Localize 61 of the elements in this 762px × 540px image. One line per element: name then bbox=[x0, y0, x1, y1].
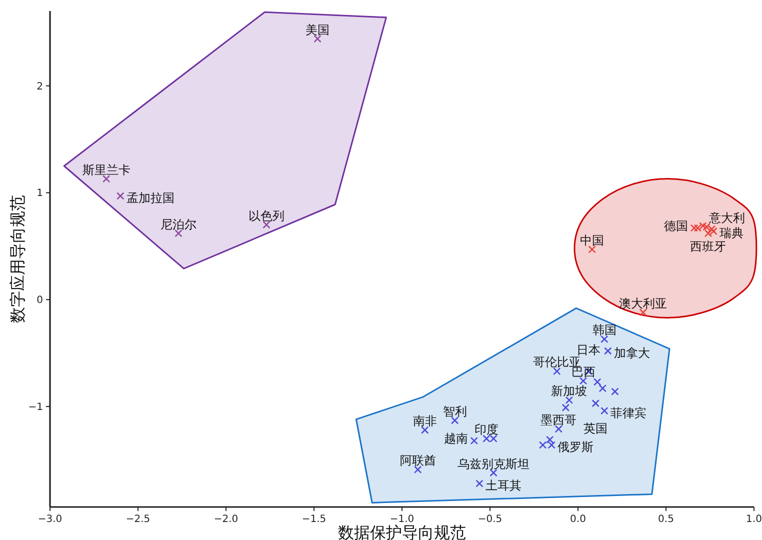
y-tick-label: 0 bbox=[36, 295, 43, 306]
point bbox=[554, 425, 562, 433]
point bbox=[553, 367, 561, 376]
point bbox=[470, 436, 478, 445]
point bbox=[565, 396, 574, 404]
annotation: 德国 bbox=[664, 219, 688, 233]
y-axis-title: 数字应用导向规范 bbox=[8, 195, 27, 323]
annotation: 阿联酋 bbox=[400, 454, 436, 468]
point bbox=[604, 347, 612, 355]
annotation: 韩国 bbox=[592, 323, 616, 338]
annotation: 瑞典 bbox=[720, 226, 744, 240]
annotation: 南非 bbox=[412, 414, 437, 428]
annotation: 土耳其 bbox=[485, 478, 522, 492]
point bbox=[476, 480, 484, 488]
annotation: 智利 bbox=[442, 404, 467, 418]
annotation: 加拿大 bbox=[614, 346, 650, 360]
point bbox=[314, 34, 322, 43]
annotation: 印度 bbox=[474, 422, 498, 437]
annotation: 中国 bbox=[580, 233, 604, 248]
point bbox=[421, 426, 429, 434]
annotation: 澳大利亚 bbox=[619, 296, 668, 310]
point bbox=[116, 192, 124, 200]
point bbox=[611, 388, 619, 396]
point bbox=[594, 378, 602, 386]
point bbox=[588, 246, 596, 254]
annotation: 英国 bbox=[584, 421, 608, 436]
annotation: 菲律宾 bbox=[610, 406, 646, 420]
x-tick-label: −2.0 bbox=[214, 514, 238, 525]
point bbox=[102, 174, 110, 183]
annotation: 日本 bbox=[576, 343, 601, 358]
annotation: 西班牙 bbox=[690, 239, 726, 254]
annotation: 新加坡 bbox=[551, 384, 588, 398]
y-tick-label: −1 bbox=[28, 402, 43, 414]
point bbox=[562, 404, 570, 412]
point bbox=[600, 406, 608, 415]
x-tick-label: −1.0 bbox=[390, 514, 414, 525]
x-tick-label: 0.0 bbox=[570, 514, 586, 525]
x-tick-label: 0.5 bbox=[658, 514, 674, 525]
x-tick-label: −0.5 bbox=[478, 514, 502, 525]
annotation: 孟加拉国 bbox=[126, 190, 174, 205]
point bbox=[600, 335, 608, 344]
annotation: 乌兹别克斯坦 bbox=[458, 456, 530, 471]
x-tick-label: 1.0 bbox=[746, 514, 762, 525]
annotation: 美国 bbox=[306, 22, 330, 37]
point bbox=[592, 399, 600, 408]
annotation: 墨西哥 bbox=[540, 412, 577, 427]
x-tick-label: −2.5 bbox=[126, 514, 150, 525]
annotation: 越南 bbox=[444, 432, 468, 446]
x-axis-title: 数据保护导向规范 bbox=[338, 523, 466, 540]
annotation: 俄罗斯 bbox=[558, 440, 594, 454]
annotation: 意大利 bbox=[708, 210, 745, 225]
point bbox=[579, 377, 588, 385]
annotation: 斯里兰卡 bbox=[82, 162, 130, 177]
annotation: 尼泊尔 bbox=[160, 217, 196, 232]
x-tick-label: −1.5 bbox=[302, 514, 326, 525]
annotation: 以色列 bbox=[248, 208, 284, 223]
y-tick-label: 1 bbox=[36, 188, 43, 200]
point bbox=[546, 436, 554, 444]
y-tick-label: 2 bbox=[36, 81, 43, 92]
point bbox=[598, 384, 606, 392]
x-tick-label: −3.0 bbox=[38, 514, 62, 525]
